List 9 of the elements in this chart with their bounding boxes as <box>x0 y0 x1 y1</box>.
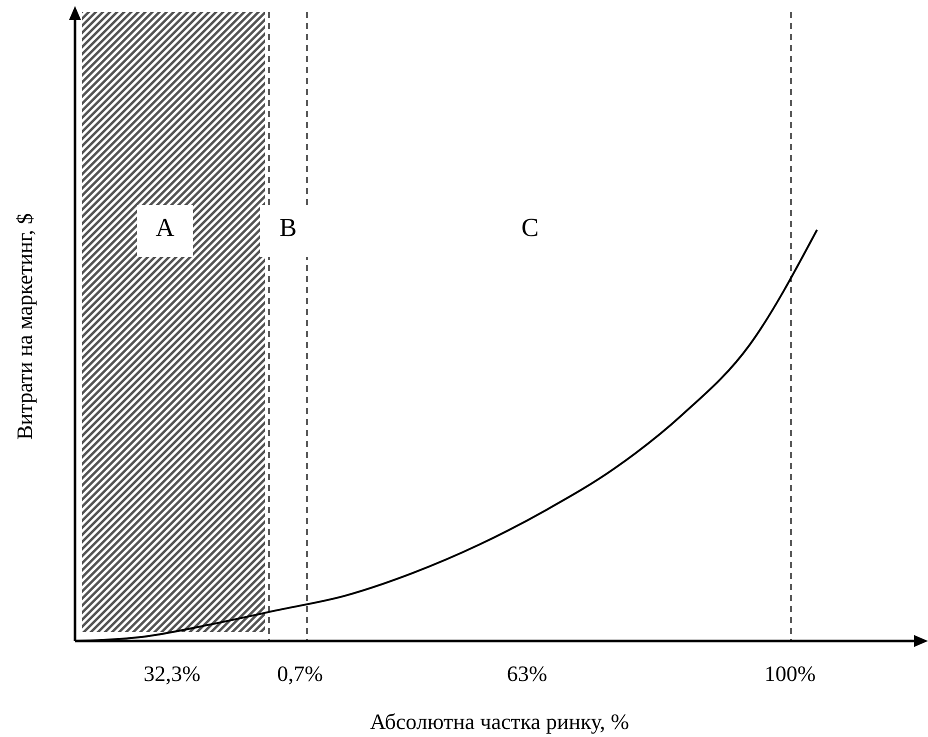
annotation: C <box>521 212 539 242</box>
text: 63% <box>506 661 548 686</box>
x-axis-title: Абсолютна частка ринку, % <box>370 709 630 734</box>
annotation: A <box>156 212 175 242</box>
y-axis-title: Витрати на маркетинг, $ <box>12 213 37 440</box>
text: 32,3% <box>144 661 200 686</box>
text: 0,7% <box>277 661 323 686</box>
annotation: B <box>279 212 297 242</box>
text: 100% <box>764 661 816 686</box>
